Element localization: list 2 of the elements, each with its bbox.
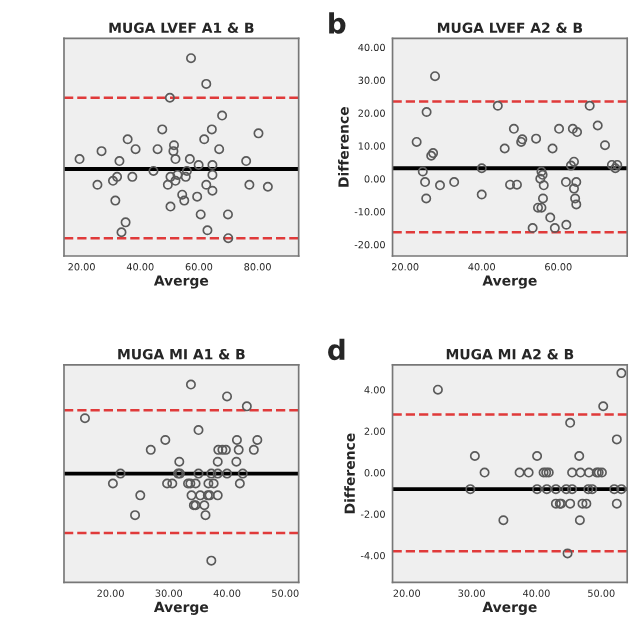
text: d [328, 338, 345, 361]
text: b [329, 12, 346, 34]
